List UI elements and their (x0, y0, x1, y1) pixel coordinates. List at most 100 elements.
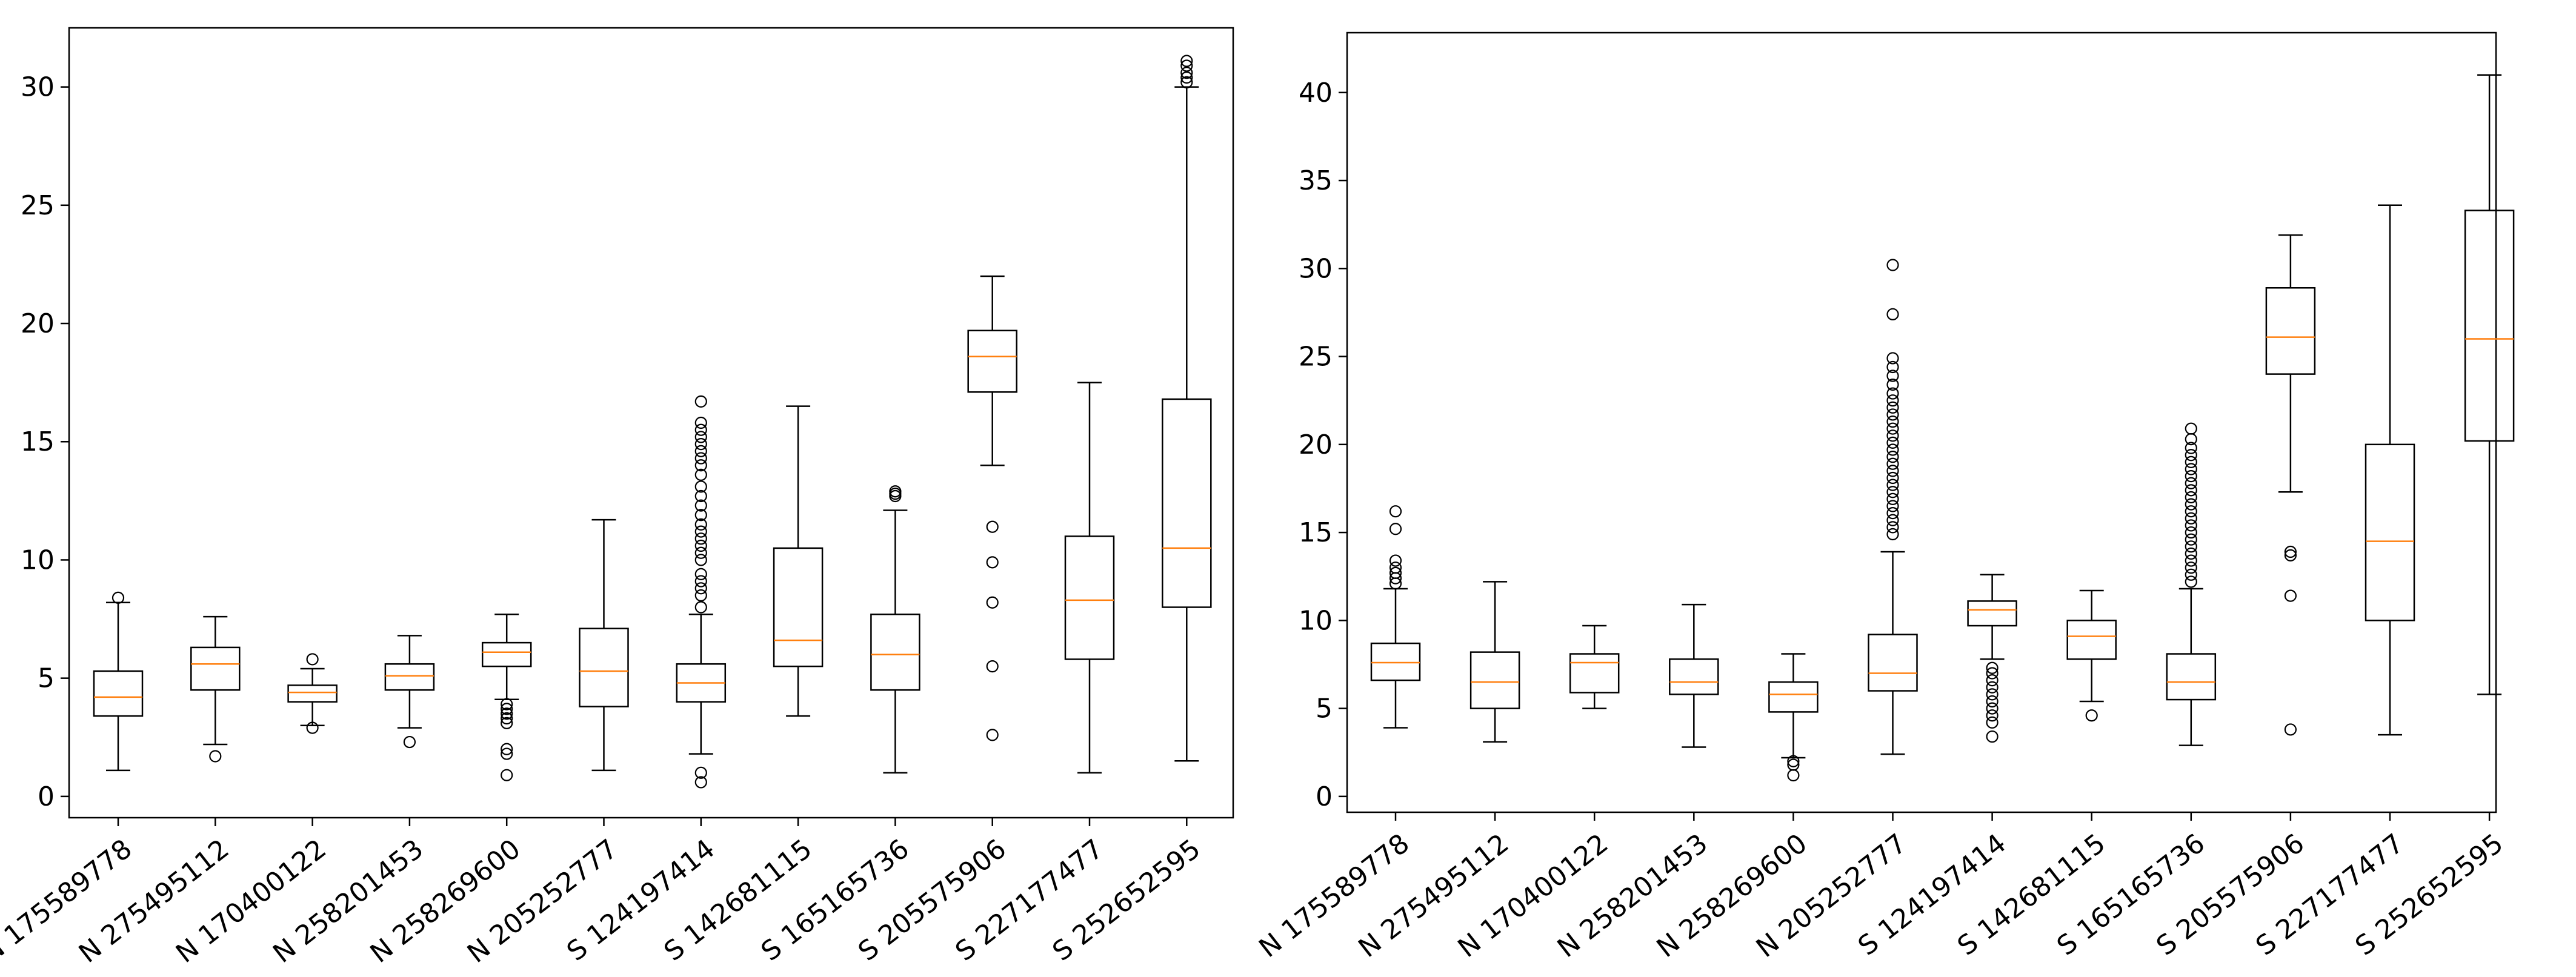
outlier-point (1180, 71, 1193, 84)
outlier-point (694, 509, 707, 522)
outlier-point (694, 480, 707, 493)
iqr-box (1967, 600, 2017, 627)
iqr-box (579, 628, 629, 707)
outlier-point (1787, 755, 1800, 767)
outlier-point (1886, 422, 1899, 435)
outlier-point (694, 582, 707, 595)
outlier-point (2284, 589, 2297, 602)
box-group (2066, 589, 2117, 722)
outlier-point (1886, 415, 1899, 428)
outlier-point (694, 554, 707, 566)
outlier-point (1180, 76, 1193, 88)
outlier-point (1986, 702, 1999, 715)
outlier-point (1787, 758, 1800, 771)
outlier-point (1886, 369, 1899, 382)
outlier-point (1886, 521, 1899, 534)
box-group (2365, 204, 2415, 736)
outlier-point (2185, 477, 2197, 489)
outlier-point (694, 499, 707, 512)
y-tick-label: 30 (1299, 253, 1333, 284)
outlier-point (1886, 492, 1899, 505)
box-group (1768, 653, 1819, 782)
outlier-point (889, 485, 902, 498)
outlier-point (694, 575, 707, 588)
outlier-point (2185, 533, 2197, 546)
outlier-point (1180, 55, 1193, 67)
y-tick-label: 35 (1299, 165, 1333, 196)
outlier-point (1180, 67, 1193, 79)
box-group (1469, 581, 1520, 743)
iqr-box (384, 663, 435, 691)
outlier-point (501, 698, 513, 710)
outlier-point (694, 395, 707, 408)
outlier-point (1886, 401, 1899, 414)
outlier-point (2185, 491, 2197, 504)
outlier-point (1886, 507, 1899, 520)
y-tick-label: 10 (21, 545, 55, 575)
outlier-point (2284, 549, 2297, 561)
outlier-point (694, 601, 707, 614)
outlier-point (501, 703, 513, 715)
iqr-box (1370, 642, 1421, 681)
outlier-point (694, 776, 707, 789)
outlier-point (1886, 352, 1899, 365)
outlier-point (501, 707, 513, 720)
box-group (287, 653, 338, 734)
iqr-box (1569, 653, 1620, 694)
outlier-point (209, 750, 222, 763)
outlier-point (694, 539, 707, 552)
outlier-point (2284, 545, 2297, 558)
outlier-point (1886, 259, 1899, 271)
iqr-box (1469, 651, 1520, 709)
outlier-point (1886, 486, 1899, 498)
outlier-point (694, 445, 707, 457)
outlier-point (2185, 568, 2197, 581)
outlier-point (986, 729, 999, 741)
outlier-point (1886, 378, 1899, 391)
box-group (2464, 74, 2515, 695)
outlier-point (694, 589, 707, 602)
outlier-point (1986, 681, 1999, 694)
outlier-point (1886, 429, 1899, 442)
box-group (676, 395, 727, 789)
box-group (870, 485, 920, 774)
outlier-point (1986, 674, 1999, 687)
box-group (1370, 505, 1421, 729)
outlier-point (2185, 540, 2197, 553)
box-group (1967, 574, 2017, 743)
iqr-box (1868, 634, 1918, 692)
iqr-box (1669, 658, 1719, 695)
outlier-point (1886, 436, 1899, 449)
outlier-point (1886, 465, 1899, 477)
outlier-point (306, 721, 319, 734)
outlier-point (111, 591, 125, 604)
outlier-point (1986, 730, 1999, 743)
outlier-point (2185, 519, 2197, 532)
outlier-point (1886, 451, 1899, 463)
outlier-point (2085, 709, 2098, 722)
outlier-point (2185, 442, 2197, 454)
iqr-box (2066, 620, 2117, 660)
outlier-point (1886, 500, 1899, 512)
outlier-point (2185, 505, 2197, 518)
outlier-point (2185, 526, 2197, 539)
y-tick-label: 0 (1316, 781, 1333, 812)
outlier-point (694, 423, 707, 436)
outlier-point (1886, 471, 1899, 485)
y-tick-label: 25 (1299, 342, 1333, 373)
outlier-point (986, 520, 999, 533)
outlier-point (694, 468, 707, 481)
outlier-point (2185, 554, 2197, 567)
y-tick-label: 40 (1299, 78, 1333, 108)
plot-frame (1346, 31, 2497, 813)
box-group (1064, 382, 1115, 774)
outlier-point (2185, 498, 2197, 511)
outlier-point (2185, 422, 2197, 435)
iqr-box (2464, 210, 2515, 442)
outlier-point (306, 653, 319, 666)
outlier-point (501, 712, 513, 725)
box-group (1669, 603, 1719, 748)
y-tick-label: 20 (21, 308, 55, 339)
outlier-point (2185, 463, 2197, 475)
